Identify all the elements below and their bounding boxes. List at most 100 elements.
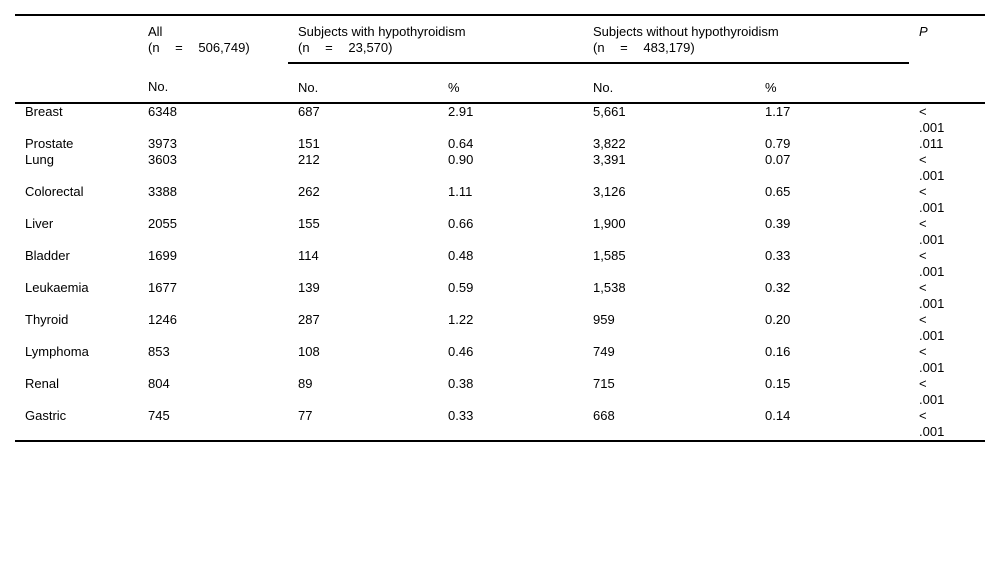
table-row: Breast 6348 687 2.91 5,661 1.17 < .001 (15, 103, 985, 136)
subheader-all-no: No. (138, 63, 288, 104)
value-cell: 0.38 (448, 376, 474, 391)
col-group-with-n: (n = 23,570) (298, 40, 393, 55)
value-cell: 0.48 (448, 248, 474, 263)
p-value-cell: < .001 (919, 248, 945, 279)
value-cell: 0.15 (765, 376, 791, 391)
row-label: Breast (25, 104, 63, 119)
value-cell: 1699 (148, 248, 177, 263)
row-label: Liver (25, 216, 54, 231)
row-label: Gastric (25, 408, 67, 423)
value-cell: 77 (298, 408, 313, 423)
hypothyroidism-cancer-table: All (n = 506,749) Subjects with hypothyr… (15, 14, 986, 442)
col-group-all-n: (n = 506,749) (148, 40, 250, 55)
col-group-with-label: Subjects with hypothyroidism (298, 24, 466, 39)
p-value-cell: < .001 (919, 312, 945, 343)
table-row: Thyroid 1246 287 1.22 959 0.20 < .001 (15, 312, 985, 344)
value-cell: 853 (148, 344, 170, 359)
value-cell: 3973 (148, 136, 177, 151)
value-cell: 89 (298, 376, 313, 391)
table-row: Lymphoma 853 108 0.46 749 0.16 < .001 (15, 344, 985, 376)
empty-subheader-cell (15, 63, 138, 104)
value-cell: 155 (298, 216, 320, 231)
value-cell: 0.79 (765, 136, 791, 151)
p-value-cell: < .001 (919, 280, 945, 311)
table-header: All (n = 506,749) Subjects with hypothyr… (15, 15, 986, 104)
col-group-without-n: (n = 483,179) (593, 40, 695, 55)
p-value-cell: < .001 (919, 408, 945, 439)
col-group-with-hypothyroidism: Subjects with hypothyroidism (n = 23,570… (288, 15, 584, 64)
row-label: Thyroid (25, 312, 69, 327)
value-cell: 139 (298, 280, 320, 295)
row-label: Prostate (25, 136, 74, 151)
table-row: Bladder 1699 114 0.48 1,585 0.33 < .001 (15, 248, 985, 280)
value-cell: 0.39 (765, 216, 791, 231)
row-label: Renal (25, 376, 59, 391)
group-header-row: All (n = 506,749) Subjects with hypothyr… (15, 15, 985, 64)
value-cell: 108 (298, 344, 320, 359)
table-row: Colorectal 3388 262 1.11 3,126 0.65 < .001 (15, 184, 985, 216)
row-label: Lung (25, 152, 54, 167)
value-cell: 1.17 (765, 104, 791, 119)
value-cell: 0.46 (448, 344, 474, 359)
table-row: Lung 3603 212 0.90 3,391 0.07 < .001 (15, 152, 985, 184)
value-cell: 1.22 (448, 312, 474, 327)
table-body: Breast 6348 687 2.91 5,661 1.17 < .001 Prostate… (15, 103, 986, 441)
table-row: Gastric 745 77 0.33 668 0.14 < .001 (15, 408, 985, 441)
subheader-without-no: No. (583, 63, 756, 104)
p-value-cell: < .001 (919, 184, 945, 215)
value-cell: 0.07 (765, 152, 791, 167)
value-cell: 6348 (148, 104, 177, 119)
col-group-without-hypothyroidism: Subjects without hypothyroidism (n = 483… (583, 15, 910, 64)
empty-corner-cell (15, 15, 138, 63)
value-cell: 0.14 (765, 408, 791, 423)
value-cell: 3603 (148, 152, 177, 167)
value-cell: 0.65 (765, 184, 791, 199)
row-label: Leukaemia (25, 280, 89, 295)
value-cell: 668 (593, 408, 615, 423)
row-label: Colorectal (25, 184, 84, 199)
row-label: Lymphoma (25, 344, 89, 359)
p-value-cell: < .001 (919, 344, 945, 375)
subheader-with-no: No. (288, 63, 438, 104)
value-cell: 687 (298, 104, 320, 119)
value-cell: 3,391 (593, 152, 626, 167)
value-cell: 715 (593, 376, 615, 391)
col-group-without-label: Subjects without hypothyroidism (593, 24, 779, 39)
table-row: Renal 804 89 0.38 715 0.15 < .001 (15, 376, 985, 408)
value-cell: 0.20 (765, 312, 791, 327)
subheader-with-pct: % (438, 63, 584, 104)
value-cell: 0.16 (765, 344, 791, 359)
value-cell: 3,822 (593, 136, 626, 151)
value-cell: 3,126 (593, 184, 626, 199)
row-label: Bladder (25, 248, 70, 263)
empty-subheader-p-cell (909, 63, 986, 104)
table-row: Liver 2055 155 0.66 1,900 0.39 < .001 (15, 216, 985, 248)
p-value-cell: < .001 (919, 104, 945, 135)
p-value-cell: < .001 (919, 376, 945, 407)
value-cell: 1,585 (593, 248, 626, 263)
value-cell: 0.64 (448, 136, 474, 151)
value-cell: 2055 (148, 216, 177, 231)
value-cell: 0.66 (448, 216, 474, 231)
value-cell: 212 (298, 152, 320, 167)
subheader-without-pct: % (755, 63, 910, 104)
value-cell: 1,900 (593, 216, 626, 231)
value-cell: 745 (148, 408, 170, 423)
col-group-all: All (n = 506,749) (138, 15, 288, 63)
value-cell: 959 (593, 312, 615, 327)
value-cell: 5,661 (593, 104, 626, 119)
value-cell: 804 (148, 376, 170, 391)
value-cell: 114 (298, 248, 319, 263)
p-value-cell: < .001 (919, 152, 945, 183)
value-cell: 1246 (148, 312, 177, 327)
col-group-all-label: All (148, 24, 163, 39)
table-row: Prostate 3973 151 0.64 3,822 0.79 .011 (15, 136, 985, 152)
table-row: Leukaemia 1677 139 0.59 1,538 0.32 < .001 (15, 280, 985, 312)
value-cell: 0.59 (448, 280, 474, 295)
value-cell: 0.33 (448, 408, 474, 423)
value-cell: 1.11 (448, 184, 473, 199)
col-header-p: P (919, 24, 928, 39)
value-cell: 3388 (148, 184, 177, 199)
value-cell: 2.91 (448, 104, 474, 119)
value-cell: 1,538 (593, 280, 626, 295)
